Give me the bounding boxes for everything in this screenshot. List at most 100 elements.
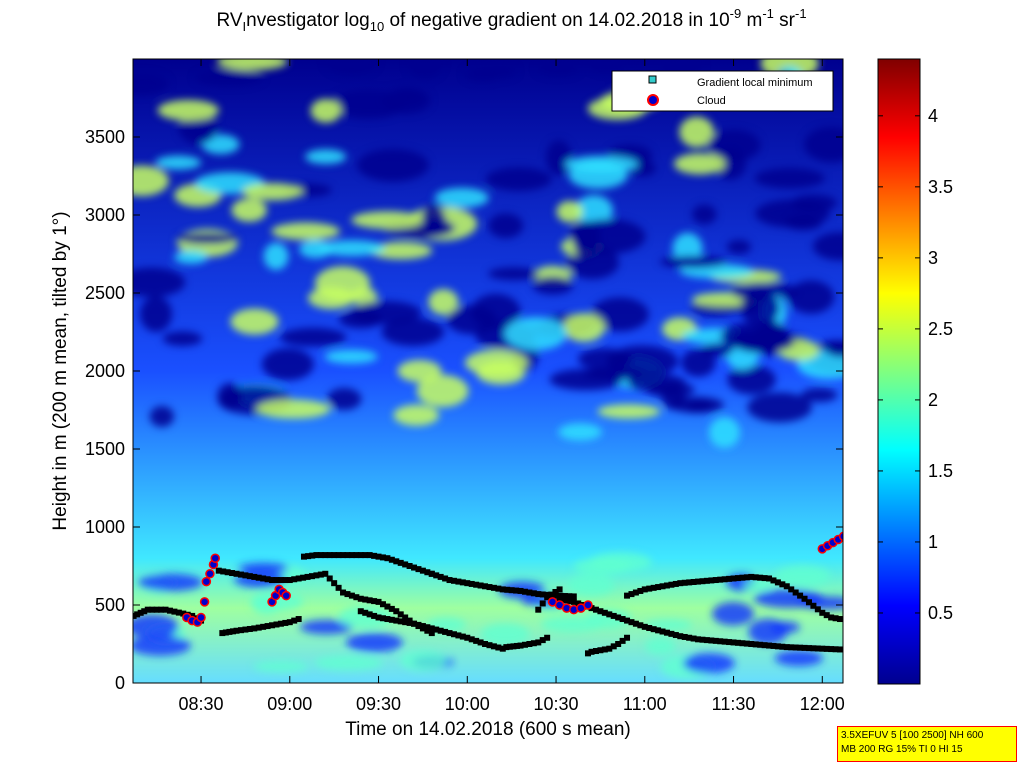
gradient-minimum-point bbox=[305, 553, 312, 560]
gradient-minimum-point bbox=[672, 580, 679, 587]
cloud-point bbox=[205, 569, 215, 579]
gradient-minimum-point bbox=[748, 573, 755, 580]
gradient-minimum-point bbox=[632, 620, 639, 627]
cloud-point bbox=[210, 553, 220, 563]
cloud-track bbox=[267, 584, 291, 607]
gradient-minimum-point bbox=[797, 592, 804, 599]
gradient-minimum-point bbox=[743, 574, 750, 581]
gradient-minimum-point bbox=[655, 584, 662, 591]
gradient-minimum-point bbox=[158, 606, 165, 613]
gradient-minimum-point bbox=[801, 595, 808, 602]
gradient-minimum-point bbox=[708, 577, 715, 584]
gradient-minimum-point bbox=[282, 577, 289, 584]
y-tick-label: 1000 bbox=[85, 517, 125, 537]
settings-box: 3.5XEFUV 5 [100 2500] NH 600 MB 200 RG 1… bbox=[837, 726, 1017, 762]
gradient-minimum-point bbox=[553, 592, 560, 599]
gradient-minimum-point bbox=[226, 628, 233, 635]
gradient-minimum-point bbox=[433, 626, 440, 633]
gradient-minimum-point bbox=[477, 582, 484, 589]
gradient-minimum-point bbox=[264, 576, 271, 583]
gradient-minimum-point bbox=[774, 579, 781, 586]
gradient-minimum-point bbox=[264, 623, 271, 630]
gradient-minimum-point bbox=[406, 619, 413, 626]
gradient-minimum-point bbox=[761, 575, 768, 582]
gradient-minimum-point bbox=[308, 573, 315, 580]
gradient-minimum-point bbox=[317, 552, 324, 559]
gradient-minimum-point bbox=[748, 641, 755, 647]
legend: Gradient local minimum Cloud bbox=[611, 70, 834, 112]
gradient-minimum-point bbox=[641, 623, 648, 630]
gradient-minimum-point bbox=[215, 567, 222, 574]
gradient-minimum-point bbox=[379, 554, 386, 561]
gradient-minimum-point bbox=[743, 640, 750, 647]
gradient-minimum-point bbox=[592, 606, 599, 613]
gradient-minimum-point bbox=[535, 606, 542, 613]
gradient-minimum-point bbox=[459, 579, 466, 586]
settings-line-2: MB 200 RG 15% TI 0 HI 15 bbox=[841, 744, 963, 755]
gradient-minimum-point bbox=[222, 629, 229, 636]
gradient-minimum-point bbox=[482, 583, 489, 590]
gradient-minimum-point bbox=[721, 576, 728, 583]
gradient-minimum-point bbox=[362, 552, 369, 559]
gradient-minimum-point bbox=[362, 596, 369, 603]
gradient-minimum-point bbox=[144, 606, 151, 613]
x-tick-label: 11:00 bbox=[623, 694, 667, 714]
gradient-minimum-point bbox=[393, 558, 400, 565]
gradient-minimum-point bbox=[592, 648, 599, 655]
gradient-minimum-point bbox=[433, 572, 440, 579]
gradient-minimum-point bbox=[313, 552, 320, 559]
gradient-minimum-point bbox=[619, 637, 626, 644]
gradient-track bbox=[300, 552, 435, 577]
gradient-minimum-point bbox=[837, 616, 843, 623]
gradient-minimum-point bbox=[730, 575, 737, 582]
gradient-minimum-point bbox=[779, 581, 786, 588]
gradient-minimum-point bbox=[402, 619, 409, 626]
gradient-minimum-point bbox=[424, 627, 431, 634]
gradient-minimum-point bbox=[388, 605, 395, 612]
gradient-minimum-point bbox=[563, 597, 570, 604]
cloud-point bbox=[838, 531, 843, 542]
gradient-minimum-point bbox=[393, 617, 400, 624]
y-tick-label: 2500 bbox=[85, 283, 125, 303]
colorbar-tick-label: 2 bbox=[928, 390, 938, 410]
gradient-minimum-point bbox=[597, 608, 604, 615]
gradient-minimum-point bbox=[317, 571, 324, 578]
gradient-minimum-point bbox=[810, 645, 817, 652]
gradient-minimum-point bbox=[556, 595, 563, 602]
gradient-minimum-point bbox=[366, 552, 373, 559]
gradient-minimum-tracks bbox=[133, 552, 843, 657]
gradient-minimum-point bbox=[384, 603, 391, 610]
gradient-minimum-point bbox=[726, 575, 733, 582]
colorbar-tick-label: 3.5 bbox=[928, 177, 953, 197]
gradient-minimum-point bbox=[335, 552, 342, 559]
gradient-minimum-point bbox=[357, 608, 364, 615]
gradient-minimum-point bbox=[703, 577, 710, 584]
gradient-minimum-point bbox=[229, 628, 236, 635]
gradient-minimum-point bbox=[637, 587, 644, 594]
colorbar-ticks: 0.5 1 1.5 2 2.5 3 3.5 4 bbox=[878, 106, 953, 623]
gradient-minimum-point bbox=[397, 611, 404, 618]
gradient-minimum-point bbox=[313, 572, 320, 579]
gradient-minimum-point bbox=[495, 644, 502, 651]
gradient-minimum-point bbox=[526, 589, 533, 596]
y-tick-label: 2000 bbox=[85, 361, 125, 381]
gradient-minimum-point bbox=[428, 570, 435, 577]
gradient-minimum-point bbox=[788, 644, 795, 651]
gradient-minimum-point bbox=[490, 584, 497, 591]
gradient-minimum-point bbox=[468, 636, 475, 643]
gradient-minimum-point bbox=[300, 553, 307, 560]
gradient-minimum-point bbox=[304, 573, 311, 580]
gradient-minimum-point bbox=[437, 627, 444, 634]
gradient-minimum-point bbox=[393, 608, 400, 615]
gradient-minimum-point bbox=[219, 630, 226, 637]
gradient-minimum-point bbox=[721, 638, 728, 645]
gradient-minimum-point bbox=[340, 552, 347, 559]
y-axis-label: Height in m (200 m mean, tilted by 1°) bbox=[50, 211, 71, 530]
gradient-minimum-point bbox=[162, 606, 169, 613]
gradient-minimum-point bbox=[388, 616, 395, 623]
gradient-minimum-point bbox=[717, 576, 724, 583]
gradient-minimum-point bbox=[610, 643, 617, 650]
gradient-minimum-point bbox=[415, 566, 422, 573]
gradient-minimum-point bbox=[166, 607, 173, 614]
gradient-minimum-point bbox=[149, 606, 156, 613]
